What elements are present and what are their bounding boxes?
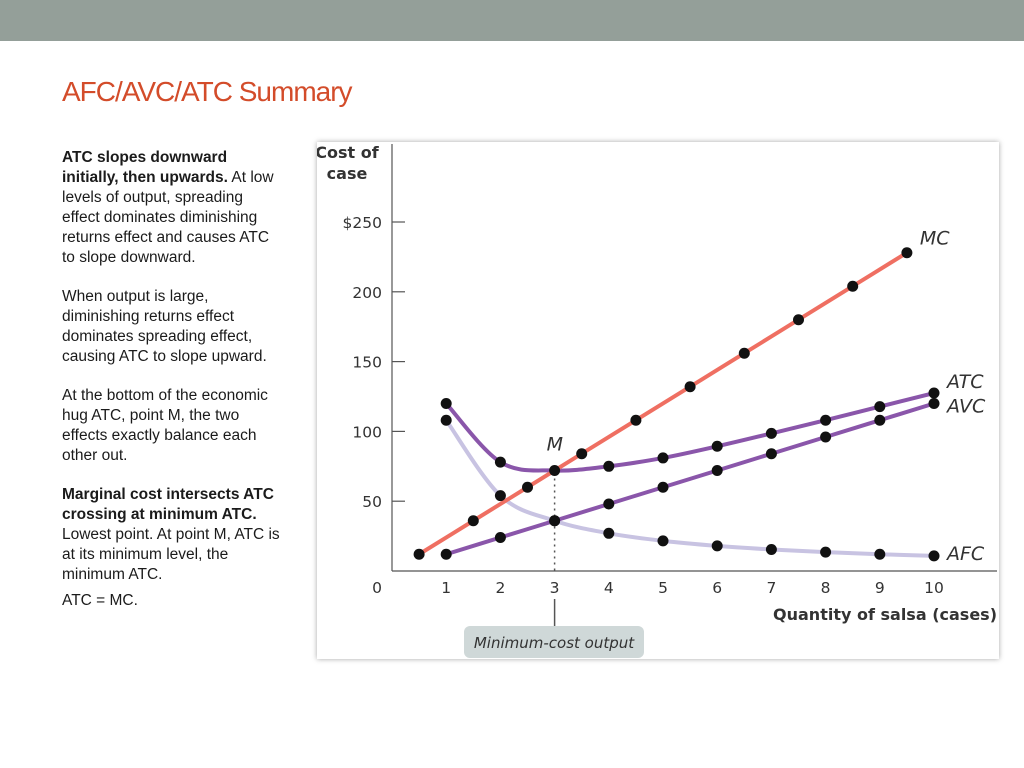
atc-point xyxy=(711,440,723,452)
avc-point xyxy=(928,397,940,409)
body-text: ATC slopes downward initially, then upwa… xyxy=(62,148,280,630)
mc-point xyxy=(576,448,588,460)
y-tick-label: 50 xyxy=(362,493,382,511)
x-tick-label: 3 xyxy=(550,579,560,597)
x-tick-label: 6 xyxy=(712,579,722,597)
atc-label: ATC xyxy=(945,371,984,393)
avc-point xyxy=(440,548,452,560)
y-axis-label-line2: case xyxy=(327,164,368,183)
atc-slope-heading: ATC slopes downward initially, then upwa… xyxy=(62,149,228,186)
avc-point xyxy=(657,481,669,493)
mc-point xyxy=(901,247,913,259)
x-tick-label: 1 xyxy=(441,579,451,597)
paragraph-atc-slope: ATC slopes downward initially, then upwa… xyxy=(62,148,280,268)
afc-point xyxy=(928,550,940,562)
atc-point xyxy=(494,456,506,468)
paragraph-point-m: At the bottom of the economic hug ATC, p… xyxy=(62,387,268,464)
atc-point xyxy=(440,397,452,409)
avc-point xyxy=(874,414,886,426)
paragraph-mc-intersects: Marginal cost intersects ATC crossing at… xyxy=(62,485,280,585)
y-tick-label: 100 xyxy=(352,423,382,441)
x-tick-label: 4 xyxy=(604,579,614,597)
x-tick-label: 5 xyxy=(658,579,668,597)
afc-point xyxy=(711,540,723,552)
afc-label: AFC xyxy=(945,543,985,565)
atc-point xyxy=(874,401,886,413)
x-tick-label: 10 xyxy=(924,579,944,597)
mc-curve xyxy=(417,250,909,557)
mc-point xyxy=(467,515,479,527)
afc-point xyxy=(603,527,615,539)
cost-curves-chart: Cost of case 50 100 150 200 $250 0 1 2 3 4 5 6 7 8 9 10 Qu… xyxy=(317,142,999,659)
mc-point xyxy=(413,548,425,560)
x-tick-label: 2 xyxy=(495,579,505,597)
atc-point xyxy=(820,414,832,426)
mc-point xyxy=(847,280,859,292)
afc-point xyxy=(820,546,832,558)
slide-title: AFC/AVC/ATC Summary xyxy=(62,76,353,107)
afc-point xyxy=(765,543,777,555)
mc-point xyxy=(630,414,642,426)
avc-label: AVC xyxy=(945,395,986,417)
y-tick-label: 200 xyxy=(352,284,382,302)
point-m-label: M xyxy=(547,433,563,455)
x-tick-label: 9 xyxy=(875,579,885,597)
chart-svg: Cost of case 50 100 150 200 $250 0 1 2 3 4 5 6 7 8 9 10 Qu… xyxy=(317,143,997,658)
afc-point xyxy=(657,535,669,547)
avc-point xyxy=(603,498,615,510)
afc-point xyxy=(440,414,452,426)
paragraph-diminishing-returns: When output is large, diminishing return… xyxy=(62,288,267,365)
atc-point xyxy=(603,460,615,472)
mc-label: MC xyxy=(920,228,950,250)
top-banner xyxy=(0,0,1024,41)
avc-curve xyxy=(444,401,936,557)
mc-intersects-detail: Lowest point. At point M, ATC is at its … xyxy=(62,526,280,583)
atc-curve xyxy=(444,391,936,473)
avc-point xyxy=(494,531,506,543)
y-axis-label-line1: Cost of xyxy=(317,143,380,162)
mc-point xyxy=(738,347,750,359)
x-tick-label: 0 xyxy=(372,579,382,597)
avc-point xyxy=(549,515,561,527)
x-tick-label: 7 xyxy=(766,579,776,597)
avc-point xyxy=(711,464,723,476)
atc-point xyxy=(657,452,669,464)
atc-point xyxy=(765,427,777,439)
avc-point xyxy=(820,431,832,443)
afc-point xyxy=(874,548,886,560)
atc-slope-detail: At low levels of output, spreading effec… xyxy=(62,169,274,266)
min-cost-callout-label: Minimum-cost output xyxy=(474,634,635,652)
atc-point xyxy=(928,387,940,399)
mc-intersects-heading: Marginal cost intersects ATC crossing at… xyxy=(62,486,274,523)
x-axis-label: Quantity of salsa (cases) xyxy=(773,605,997,624)
atc-point xyxy=(549,464,561,476)
y-tick-label: $250 xyxy=(343,214,382,232)
mc-point xyxy=(793,314,804,326)
avc-point xyxy=(765,448,777,460)
mc-point xyxy=(522,481,533,493)
mc-point xyxy=(684,381,696,393)
min-cost-callout-box xyxy=(464,626,644,658)
x-tick-label: 8 xyxy=(821,579,831,597)
afc-curve xyxy=(444,418,936,558)
paragraph-atc-equals-mc: ATC = MC. xyxy=(62,592,138,609)
afc-point xyxy=(494,490,506,502)
y-tick-label: 150 xyxy=(352,354,382,372)
